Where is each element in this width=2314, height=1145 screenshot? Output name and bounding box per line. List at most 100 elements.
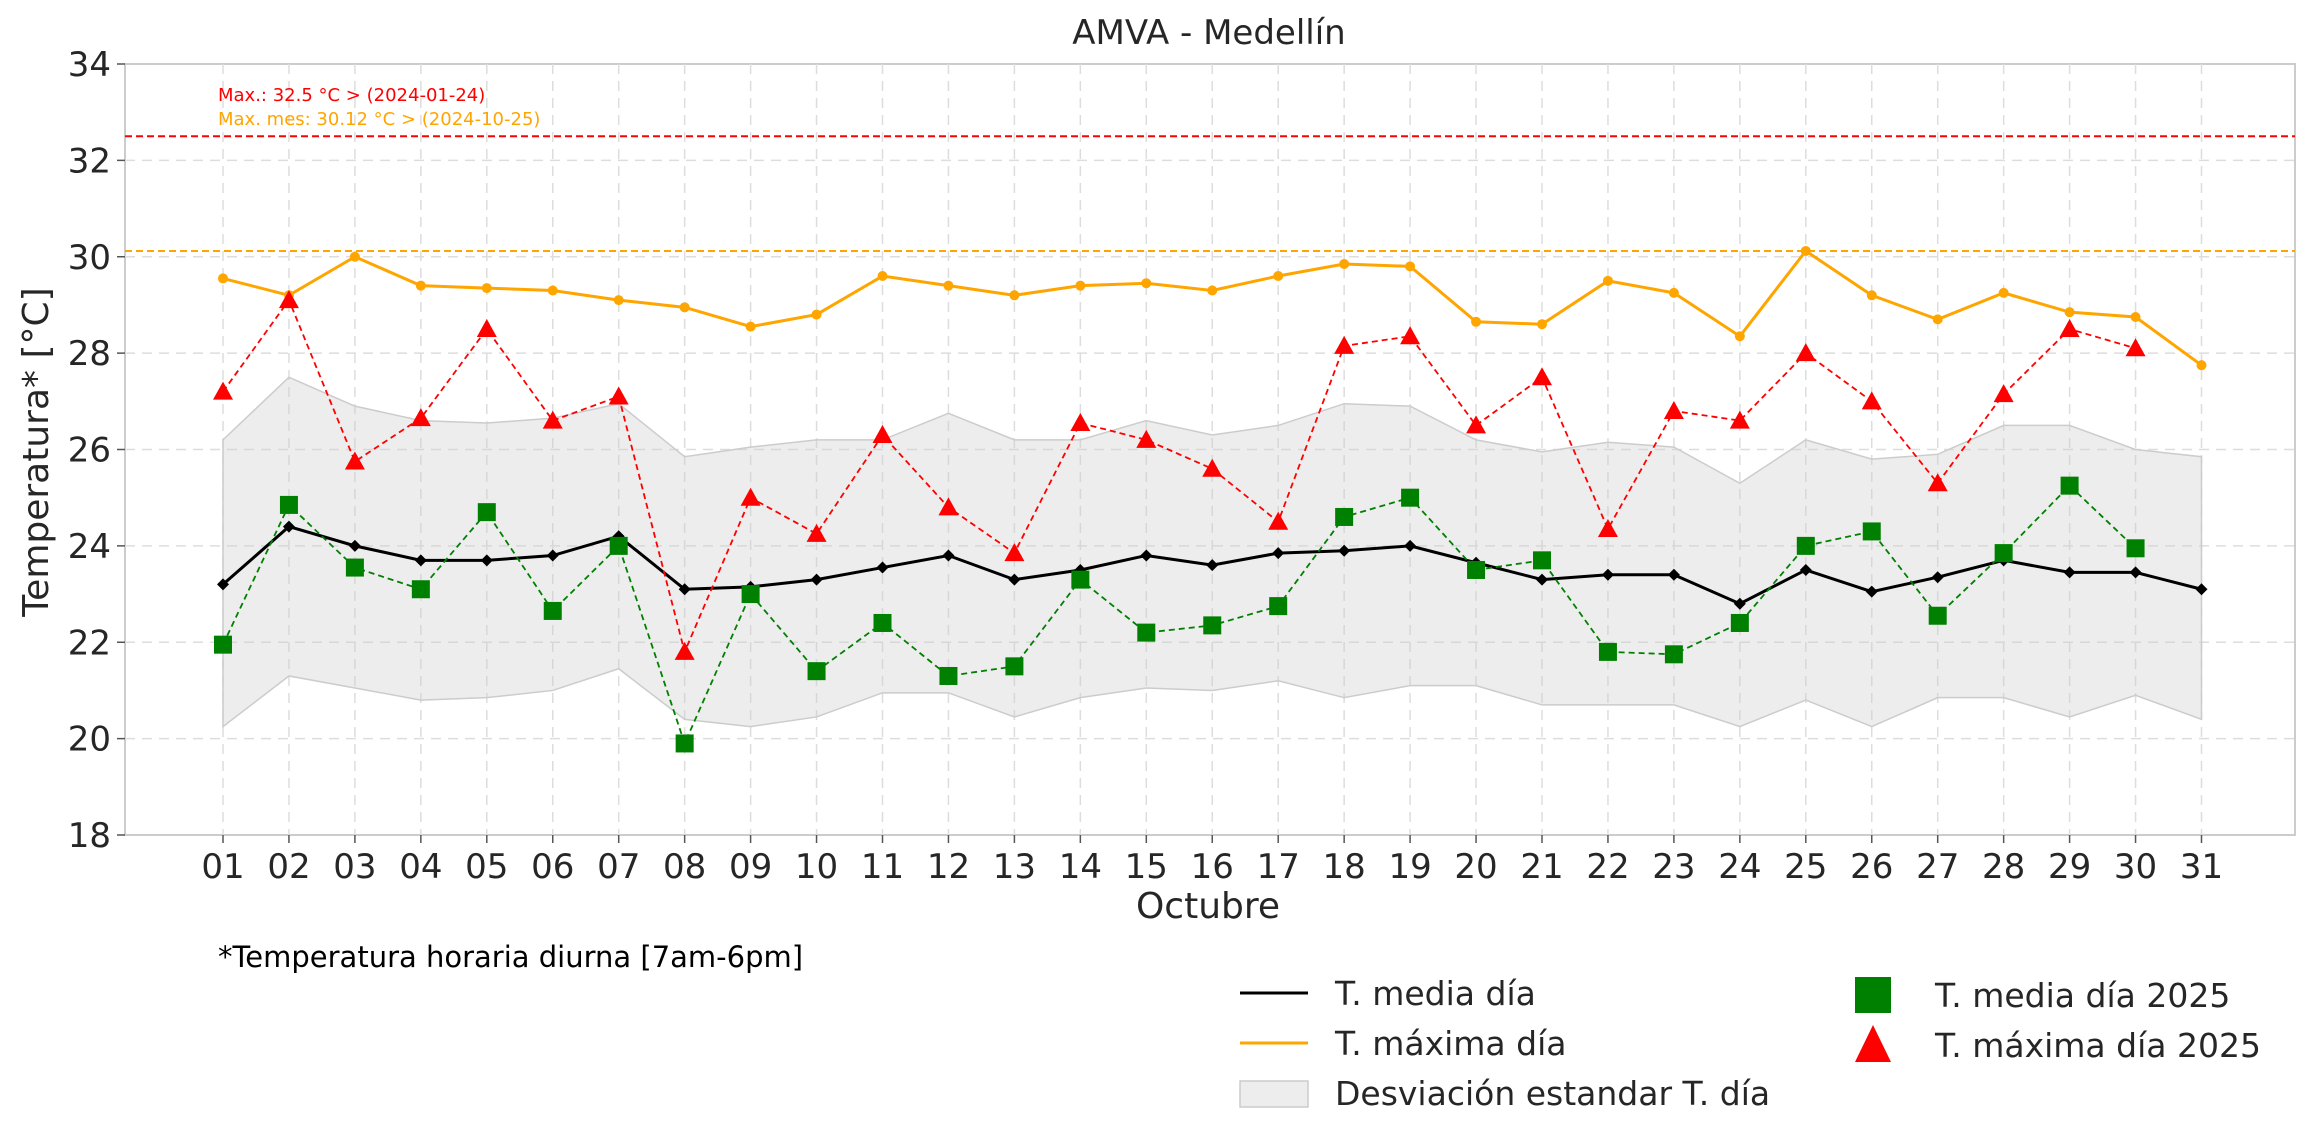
series-t-media-d-a-point-24 <box>1733 597 1746 610</box>
y-tick-label-18: 18 <box>68 816 111 856</box>
y-tick-label-26: 26 <box>68 431 111 471</box>
legend-entry-t-media-d-a-2025-label: T. media día 2025 <box>1934 976 2230 1015</box>
series-t-m-xima-d-a-point-19 <box>1405 261 1416 272</box>
series-t-media-d-a-point-05 <box>480 554 493 567</box>
series-t-media-d-a-2025-point-28 <box>1994 544 2013 563</box>
x-axis-label: Octubre <box>1136 886 1280 927</box>
series-t-m-xima-d-a-point-11 <box>877 271 888 282</box>
series-t-media-d-a-2025 <box>214 476 2145 753</box>
series-t-media-d-a-2025-point-29 <box>2060 476 2079 495</box>
y-tick-label-24: 24 <box>68 527 111 567</box>
x-tick-label-01: 01 <box>201 847 244 887</box>
series-t-media-d-a-2025-point-14 <box>1071 570 1090 589</box>
series-t-m-xima-d-a-point-12 <box>943 280 954 291</box>
series-t-m-xima-d-a-point-26 <box>1866 290 1877 301</box>
x-tick-label-21: 21 <box>1520 847 1563 887</box>
x-tick-label-05: 05 <box>465 847 508 887</box>
x-tick-label-16: 16 <box>1191 847 1234 887</box>
series-t-m-xima-d-a-2025-point-29 <box>2059 319 2080 338</box>
legend: T. media día T. máxima día Desviación esta… <box>1239 974 2261 1113</box>
series-t-media-d-a-point-16 <box>1206 559 1219 572</box>
y-tick-label-32: 32 <box>68 141 111 181</box>
x-tick-label-30: 30 <box>2114 847 2157 887</box>
series-t-media-d-a-point-23 <box>1667 568 1680 581</box>
series-t-m-xima-d-a-point-05 <box>481 283 492 294</box>
x-tick-label-11: 11 <box>861 847 904 887</box>
series-t-media-d-a-2025-point-22 <box>1598 642 1617 661</box>
series-t-media-d-a-point-03 <box>348 539 361 552</box>
series-t-media-d-a-point-30 <box>2129 566 2142 579</box>
series-t-m-xima-d-a-2025-point-24 <box>1729 410 1750 429</box>
legend-entry-desviaci-n-estandar-t-d-a-label: Desviación estandar T. día <box>1335 1074 1770 1113</box>
legend-entry-t-media-d-a-2025-swatch <box>1855 977 1891 1013</box>
series-t-media-d-a-2025-point-17 <box>1269 597 1288 616</box>
series-t-m-xima-d-a-point-22 <box>1602 275 1613 286</box>
series-t-media-d-a-2025-point-06 <box>543 601 562 620</box>
series-t-m-xima-d-a-2025-point-12 <box>938 497 959 516</box>
series-t-m-xima-d-a-point-29 <box>2064 307 2075 318</box>
legend-entry-desviaci-n-estandar-t-d-a-swatch <box>1239 1080 1309 1108</box>
series-t-media-d-a-2025-point-26 <box>1862 522 1881 541</box>
series-t-media-d-a-point-17 <box>1272 547 1285 560</box>
series-t-media-d-a-2025-point-13 <box>1005 657 1024 676</box>
y-tick-label-34: 34 <box>68 45 111 85</box>
series-t-m-xima-d-a-point-03 <box>349 251 360 262</box>
series-t-m-xima-d-a-2025-point-22 <box>1597 519 1618 538</box>
legend-entry-t-m-xima-d-a-label: T. máxima día <box>1334 1024 1566 1063</box>
x-tick-label-18: 18 <box>1323 847 1366 887</box>
x-tick-label-13: 13 <box>993 847 1036 887</box>
x-tick-label-19: 19 <box>1388 847 1431 887</box>
x-tick-label-14: 14 <box>1059 847 1102 887</box>
legend-entry-t-media-d-a-label: T. media día <box>1334 974 1536 1013</box>
series-t-m-xima-d-a <box>218 245 2207 371</box>
x-tick-label-31: 31 <box>2180 847 2223 887</box>
series-t-media-d-a-2025-point-07 <box>609 536 628 555</box>
series-t-media-d-a-point-11 <box>876 561 889 574</box>
series-t-m-xima-d-a-2025-point-09 <box>740 487 761 506</box>
series-t-m-xima-d-a-2025-point-08 <box>674 641 695 660</box>
legend-entry-t-m-xima-d-a-2025-label: T. máxima día 2025 <box>1934 1026 2261 1065</box>
legend-entry-t-m-xima-d-a: T. máxima día <box>1240 1024 1566 1063</box>
series-t-m-xima-d-a-2025-point-11 <box>872 425 893 444</box>
series-t-media-d-a-point-18 <box>1338 544 1351 557</box>
x-tick-label-24: 24 <box>1718 847 1761 887</box>
series-t-media-d-a-point-06 <box>546 549 559 562</box>
y-tick-label-22: 22 <box>68 623 111 663</box>
series-t-media-d-a-point-13 <box>1008 573 1021 586</box>
reference-label-max_record: Max.: 32.5 °C > (2024-01-24) <box>218 85 485 106</box>
x-tick-label-10: 10 <box>795 847 838 887</box>
x-tick-label-06: 06 <box>531 847 574 887</box>
x-tick-label-28: 28 <box>1982 847 2025 887</box>
series-t-m-xima-d-a-point-20 <box>1471 316 1482 327</box>
series-t-m-xima-d-a-2025-line <box>222 298 2136 655</box>
series-t-media-d-a-2025-point-15 <box>1137 623 1156 642</box>
series-t-media-d-a-2025-point-11 <box>873 613 892 632</box>
series-t-m-xima-d-a-point-09 <box>745 321 756 332</box>
series-t-media-d-a-2025-point-20 <box>1467 560 1486 579</box>
legend-entry-t-media-d-a: T. media día <box>1240 974 1536 1013</box>
series-t-m-xima-d-a-2025 <box>213 290 2146 660</box>
series-t-m-xima-d-a-point-23 <box>1668 287 1679 298</box>
series-t-media-d-a-2025-point-25 <box>1796 536 1815 555</box>
series-t-m-xima-d-a-point-17 <box>1273 271 1284 282</box>
series-t-m-xima-d-a-point-10 <box>811 309 822 320</box>
series-t-m-xima-d-a-2025-point-04 <box>410 408 431 427</box>
series-t-media-d-a-point-29 <box>2063 566 2076 579</box>
series-t-media-d-a-point-04 <box>414 554 427 567</box>
series-t-m-xima-d-a-point-31 <box>2196 360 2207 371</box>
series-t-media-d-a-2025-point-19 <box>1401 488 1420 507</box>
x-tick-label-25: 25 <box>1784 847 1827 887</box>
series-t-m-xima-d-a-point-25 <box>1800 245 1811 256</box>
series-t-media-d-a-point-10 <box>810 573 823 586</box>
x-tick-label-27: 27 <box>1916 847 1959 887</box>
legend-entry-t-media-d-a-2025: T. media día 2025 <box>1855 976 2230 1015</box>
x-tick-label-15: 15 <box>1125 847 1168 887</box>
reference-label-max_month: Max. mes: 30.12 °C > (2024-10-25) <box>218 109 540 130</box>
footnote: *Temperatura horaria diurna [7am-6pm] <box>218 940 803 974</box>
x-tick-label-17: 17 <box>1257 847 1300 887</box>
series-t-m-xima-d-a-point-28 <box>1998 287 2009 298</box>
x-tick-label-02: 02 <box>267 847 310 887</box>
series-t-media-d-a-2025-line <box>222 484 2137 746</box>
series-t-media-d-a-point-27 <box>1931 571 1944 584</box>
